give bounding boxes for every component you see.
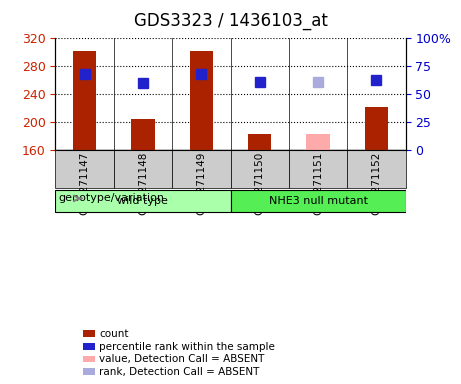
FancyBboxPatch shape (55, 190, 230, 212)
FancyBboxPatch shape (55, 150, 114, 188)
Bar (365, 107, 388, 150)
FancyBboxPatch shape (347, 150, 406, 188)
Text: GSM271152: GSM271152 (372, 152, 382, 215)
Bar (248, 134, 272, 150)
Bar (73, 51, 96, 150)
Text: value, Detection Call = ABSENT: value, Detection Call = ABSENT (99, 354, 265, 364)
Bar (307, 134, 330, 150)
Text: count: count (99, 329, 129, 339)
FancyBboxPatch shape (289, 150, 347, 188)
Text: wild type: wild type (118, 196, 168, 206)
Text: NHE3 null mutant: NHE3 null mutant (269, 196, 367, 206)
FancyBboxPatch shape (230, 150, 289, 188)
Text: GDS3323 / 1436103_at: GDS3323 / 1436103_at (134, 12, 327, 30)
Text: GSM271151: GSM271151 (313, 152, 323, 215)
Bar (189, 51, 213, 150)
Text: genotype/variation: genotype/variation (58, 194, 164, 204)
Text: rank, Detection Call = ABSENT: rank, Detection Call = ABSENT (99, 367, 260, 377)
Text: percentile rank within the sample: percentile rank within the sample (99, 342, 275, 352)
Text: GSM271147: GSM271147 (79, 152, 89, 215)
Bar (131, 119, 154, 150)
Text: GSM271148: GSM271148 (138, 152, 148, 215)
FancyBboxPatch shape (230, 190, 406, 212)
Text: GSM271150: GSM271150 (254, 152, 265, 215)
Text: GSM271149: GSM271149 (196, 152, 207, 215)
FancyBboxPatch shape (114, 150, 172, 188)
FancyBboxPatch shape (172, 150, 230, 188)
